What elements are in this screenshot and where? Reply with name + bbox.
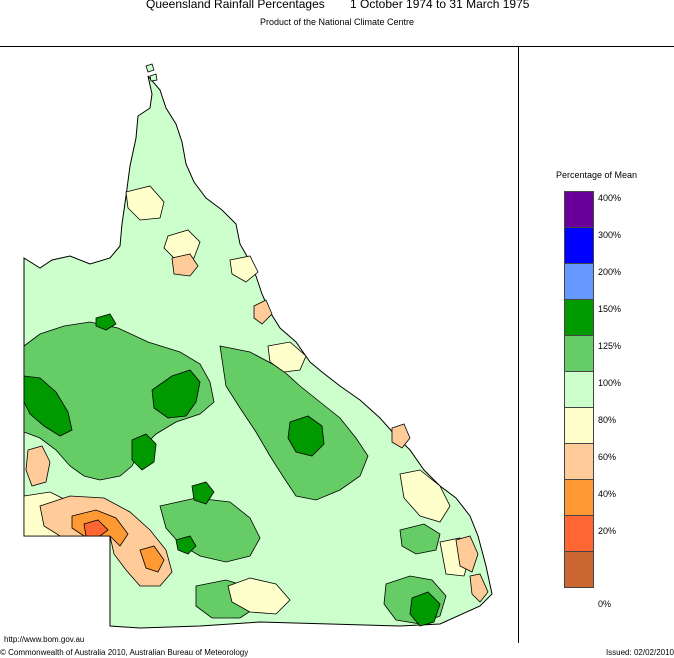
legend-label: 80% [598, 415, 617, 425]
legend-swatch [564, 299, 594, 336]
legend-swatch [564, 515, 594, 552]
legend-panel [519, 46, 674, 643]
rainfall-zone-60 [391, 423, 411, 449]
rainfall-zone-80 [125, 185, 165, 221]
queensland-map [23, 63, 493, 629]
rainfall-zone-80 [163, 229, 201, 259]
legend-swatch [564, 479, 594, 516]
rainfall-zone-80 [399, 469, 451, 523]
rainfall-zone-60 [455, 535, 479, 573]
rainfall-zone-150 [131, 433, 157, 471]
rainfall-zone-60 [253, 299, 273, 325]
rainfall-zone-150 [175, 535, 197, 555]
legend-label: 40% [598, 489, 617, 499]
rainfall-zone-60 [469, 573, 489, 603]
legend-title: Percentage of Mean [555, 170, 638, 180]
rainfall-zone-150 [95, 313, 117, 331]
legend-swatch [564, 335, 594, 372]
rainfall-zone-150 [151, 369, 201, 419]
rainfall-zone-150 [287, 415, 325, 457]
legend-swatch [564, 407, 594, 444]
legend-swatch [564, 191, 594, 228]
rainfall-zone-80 [227, 577, 291, 615]
rainfall-zone-40 [139, 545, 165, 573]
rainfall-zone-125 [399, 523, 441, 555]
torres-strait-island [149, 73, 158, 82]
rainfall-zone-60 [171, 253, 199, 277]
legend-label: 60% [598, 452, 617, 462]
legend-label: 0% [598, 599, 612, 609]
legend-label: 20% [598, 526, 617, 536]
legend-swatch [564, 443, 594, 480]
rainfall-zone-150 [191, 481, 215, 505]
legend-label: 200% [598, 267, 622, 277]
map-panel [0, 46, 519, 643]
rainfall-zone-150 [409, 591, 441, 627]
legend-swatch [564, 551, 594, 588]
rainfall-zone-20 [83, 519, 109, 537]
legend-swatch [564, 227, 594, 264]
legend-swatch [564, 371, 594, 408]
legend-label: 300% [598, 230, 622, 240]
legend-label: 400% [598, 193, 622, 203]
legend-color-bar [564, 191, 594, 588]
legend-swatch [564, 263, 594, 300]
copyright-notice: © Commonwealth of Australia 2010, Austra… [0, 648, 249, 657]
rainfall-zone-80 [267, 341, 307, 373]
legend-label: 125% [598, 341, 622, 351]
rainfall-zone-60 [25, 445, 51, 487]
torres-strait-island [145, 63, 155, 73]
rainfall-zone-80 [229, 255, 259, 283]
title-main: Queensland Rainfall Percentages [146, 0, 325, 11]
map-subtitle: Product of the National Climate Centre [259, 17, 415, 27]
rainfall-zone-150 [23, 375, 73, 437]
legend-label: 100% [598, 378, 622, 388]
issued-date: Issued: 02/02/2010 [605, 648, 674, 657]
source-url: http://www.bom.gov.au [4, 635, 85, 644]
map-title: Queensland Rainfall Percentages 1 Octobe… [0, 0, 674, 13]
title-period: 1 October 1974 to 31 March 1975 [350, 0, 530, 11]
legend-label: 150% [598, 304, 622, 314]
